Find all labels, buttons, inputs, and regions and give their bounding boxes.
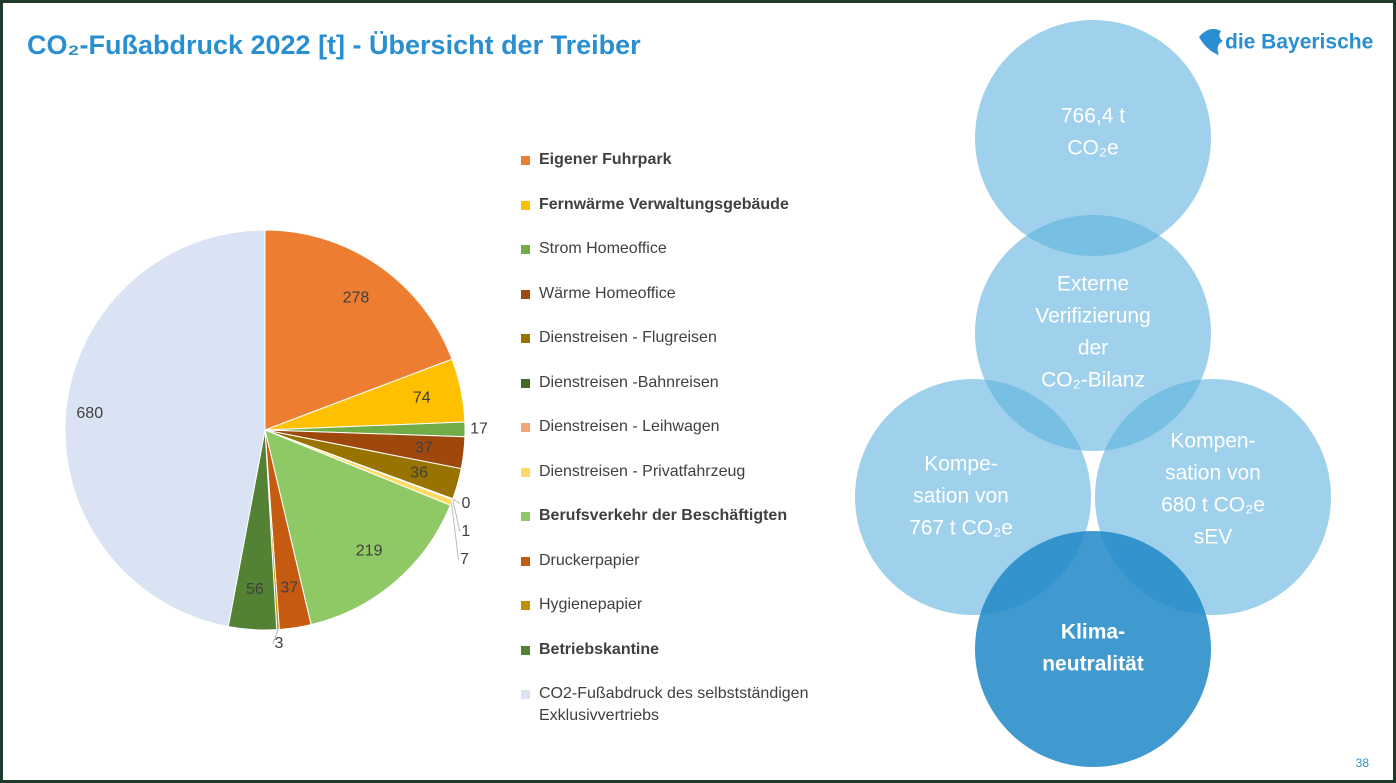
legend-swatch bbox=[521, 512, 530, 521]
logo-icon bbox=[1199, 29, 1223, 55]
legend-item: Wärme Homeoffice bbox=[518, 283, 848, 328]
diagram-text: CO₂-Bilanz bbox=[1041, 369, 1145, 392]
legend-label: Wärme Homeoffice bbox=[539, 284, 676, 302]
legend-swatch bbox=[521, 423, 530, 432]
legend-item: Strom Homeoffice bbox=[518, 238, 848, 283]
legend-swatch bbox=[521, 556, 530, 566]
data-label: 7 bbox=[460, 551, 469, 568]
legend-label: Eigener Fuhrpark bbox=[539, 151, 672, 168]
legend-label: Strom Homeoffice bbox=[539, 240, 667, 257]
data-label: 37 bbox=[280, 579, 298, 596]
legend-swatch bbox=[521, 601, 530, 610]
diagram-text: Verifizierung bbox=[1035, 305, 1151, 328]
legend-item: Fernwärme Verwaltungsgebäude bbox=[518, 194, 848, 239]
diagram-circle bbox=[975, 20, 1211, 256]
slide: CO₂-Fußabdruck 2022 [t] - Übersicht der … bbox=[3, 3, 1393, 780]
legend-label: CO2-Fußabdruck des selbstständigen Exklu… bbox=[539, 685, 809, 724]
legend-label: Dienstreisen - Leihwagen bbox=[539, 418, 720, 435]
legend-item: Dienstreisen - Leihwagen bbox=[518, 416, 848, 461]
legend-label: Dienstreisen -Bahnreisen bbox=[539, 373, 719, 391]
legend-item: Druckerpapier bbox=[518, 550, 848, 595]
diagram-text: Externe bbox=[1057, 273, 1129, 296]
legend-item: Betriebskantine bbox=[518, 639, 848, 684]
legend-swatch bbox=[521, 334, 530, 343]
data-label: 17 bbox=[470, 421, 488, 438]
legend-item: Dienstreisen - Privatfahrzeug bbox=[518, 461, 848, 506]
pie-slice bbox=[64, 229, 266, 628]
diagram-text: sEV bbox=[1194, 526, 1233, 549]
legend: Eigener Fuhrpark Fernwärme Verwaltungsgeb… bbox=[518, 149, 848, 728]
diagram-text: Kompen- bbox=[1170, 430, 1255, 453]
data-label: 0 bbox=[461, 495, 470, 512]
leader-line bbox=[272, 629, 279, 644]
legend-label: Druckerpapier bbox=[539, 551, 640, 569]
diagram-text: CO₂e bbox=[1067, 137, 1118, 160]
data-label: 219 bbox=[356, 543, 383, 560]
legend-swatch bbox=[521, 645, 530, 655]
legend-swatch bbox=[521, 156, 530, 165]
legend-item: Berufsverkehr der Beschäftigten bbox=[518, 505, 848, 550]
legend-swatch bbox=[521, 200, 530, 210]
data-label: 278 bbox=[343, 290, 370, 307]
data-label: 36 bbox=[410, 464, 428, 481]
diagram-circle bbox=[975, 531, 1211, 767]
pie-slice bbox=[264, 229, 453, 431]
diagram-text: 767 t CO₂e bbox=[909, 517, 1013, 540]
diagram-text: sation von bbox=[1165, 462, 1261, 485]
legend-swatch bbox=[521, 467, 530, 477]
chart: CO₂-Fußabdruck 2022 [t] - Übersicht der … bbox=[27, 20, 1373, 770]
data-label: 74 bbox=[413, 389, 431, 406]
diagram-text: der bbox=[1078, 337, 1108, 360]
legend-swatch bbox=[521, 378, 530, 388]
data-label: 3 bbox=[274, 635, 283, 652]
pie-slice bbox=[264, 429, 451, 626]
data-label: 680 bbox=[76, 405, 103, 422]
data-label: 56 bbox=[246, 581, 264, 598]
leader-line bbox=[452, 499, 461, 532]
diagram-text: Klima- bbox=[1061, 621, 1125, 644]
diagram-text: sation von bbox=[913, 485, 1009, 508]
data-label: 1 bbox=[461, 523, 470, 540]
legend-swatch bbox=[521, 690, 530, 699]
legend-label: Berufsverkehr der Beschäftigten bbox=[539, 507, 788, 524]
legend-label: Dienstreisen - Privatfahrzeug bbox=[539, 462, 746, 480]
legend-label: Fernwärme Verwaltungsgebäude bbox=[539, 195, 789, 213]
legend-swatch bbox=[521, 245, 530, 254]
diagram-text: neutralität bbox=[1042, 653, 1144, 676]
page-number: 38 bbox=[1356, 756, 1370, 770]
diagram-text: Kompe- bbox=[924, 453, 998, 476]
leader-line bbox=[450, 502, 459, 560]
legend-label: Betriebskantine bbox=[539, 640, 660, 658]
legend-item: Eigener Fuhrpark bbox=[518, 149, 848, 194]
legend-item: CO2-Fußabdruck des selbstständigen Exklu… bbox=[518, 683, 848, 728]
legend-item: Dienstreisen - Flugreisen bbox=[518, 327, 848, 372]
legend-swatch bbox=[521, 289, 530, 299]
legend-label: Hygienepapier bbox=[539, 596, 643, 613]
diagram-text: 680 t CO₂e bbox=[1161, 494, 1265, 517]
leader-line bbox=[452, 498, 461, 505]
data-label: 37 bbox=[415, 439, 433, 456]
legend-item: Dienstreisen -Bahnreisen bbox=[518, 372, 848, 417]
legend-item: Hygienepapier bbox=[518, 594, 848, 639]
legend-label: Dienstreisen - Flugreisen bbox=[539, 329, 717, 346]
diagram-text: 766,4 t bbox=[1061, 105, 1125, 128]
logo: die Bayerische bbox=[1225, 31, 1373, 54]
diagram-circle bbox=[975, 215, 1211, 451]
chart-title: CO₂-Fußabdruck 2022 [t] - Übersicht der … bbox=[27, 30, 641, 60]
